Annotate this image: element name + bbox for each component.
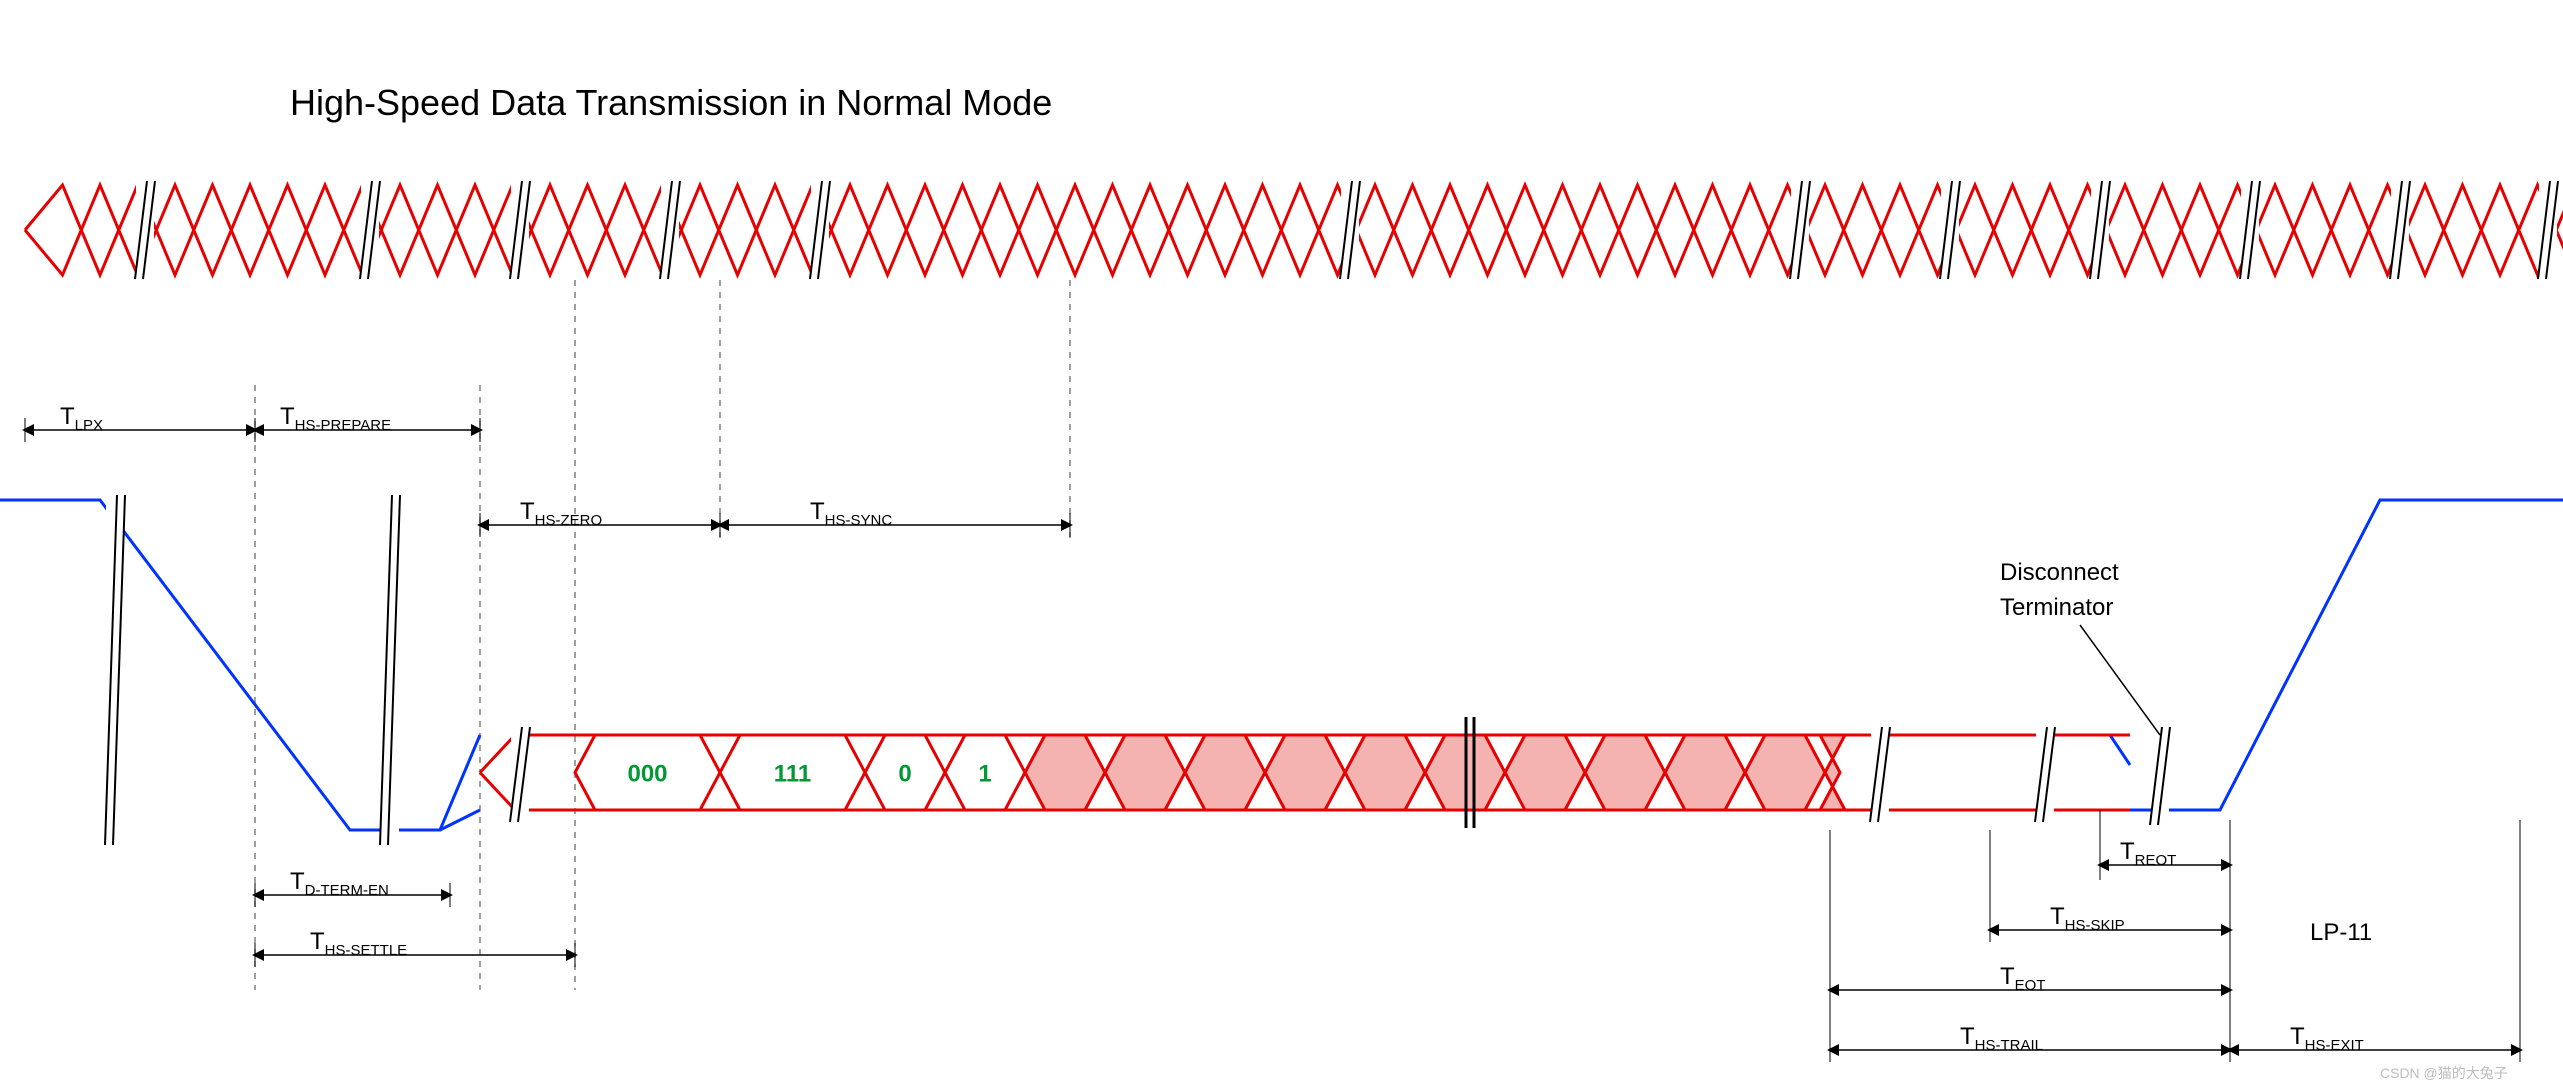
dim-thsexit: THS-EXIT (2230, 1023, 2520, 1062)
axis-break-icon (2090, 181, 2110, 279)
axis-break-icon (2538, 181, 2558, 279)
label-lp11: LP-11 (2310, 919, 2372, 946)
axis-break-icon (1870, 727, 1890, 822)
axis-break-icon (360, 181, 380, 279)
axis-break-icon (510, 727, 530, 822)
axis-break-icon (105, 495, 125, 845)
label-thstrail: THS-TRAIL (1960, 1023, 2043, 1054)
label-thszero: THS-ZERO (520, 498, 602, 529)
dim-thsskip: THS-SKIP (1990, 903, 2230, 942)
disconnect-pointer (2080, 625, 2160, 735)
axis-break-icon (1340, 181, 1360, 279)
diagram-title: High-Speed Data Transmission in Normal M… (290, 82, 1052, 123)
dim-thsprepare: THS-PREPARE (255, 403, 480, 442)
axis-break-icon (1940, 181, 1960, 279)
label-thssync: THS-SYNC (810, 498, 892, 529)
label-disc2: Terminator (2000, 594, 2113, 621)
label-teot: TEOT (2000, 963, 2046, 994)
dim-teot: TEOT (1830, 963, 2230, 1002)
axis-break-icon (380, 495, 400, 845)
axis-break-icon (660, 181, 680, 279)
label-thsprepare: THS-PREPARE (280, 403, 391, 434)
label-disc1: Disconnect (2000, 559, 2119, 586)
axis-break-icon (810, 181, 830, 279)
axis-break-icon (2240, 181, 2260, 279)
bit-value: 0 (898, 761, 911, 788)
clock-lane (25, 181, 2563, 279)
label-thssettle: THS-SETTLE (310, 928, 407, 959)
dim-thssettle: THS-SETTLE (255, 928, 575, 967)
dim-thssync: THS-SYNC (720, 498, 1070, 537)
watermark: CSDN @猫的大兔子 (2380, 1065, 2508, 1081)
label-thsskip: THS-SKIP (2050, 903, 2125, 934)
label-treot: TREOT (2120, 838, 2176, 869)
axis-break-icon (510, 181, 530, 279)
axis-break-icon (2390, 181, 2410, 279)
axis-break-icon (1790, 181, 1810, 279)
dim-treot: TREOT (2100, 838, 2230, 877)
axis-break-icon (2150, 727, 2170, 825)
bit-value: 1 (978, 761, 991, 788)
label-tlpx: TLPX (60, 403, 103, 434)
dim-tdtermen: TD-TERM-EN (255, 868, 450, 907)
axis-break-icon (135, 181, 155, 279)
label-tdtermen: TD-TERM-EN (290, 868, 389, 899)
dim-thstrail: THS-TRAIL (1830, 1023, 2230, 1062)
hs-signal-lane: 000 111 0 1 (480, 717, 2130, 828)
label-thsexit: THS-EXIT (2290, 1023, 2364, 1054)
dim-thszero: THS-ZERO (480, 498, 720, 537)
bit-value: 111 (774, 761, 811, 788)
bit-value: 000 (627, 761, 667, 788)
axis-break-icon (2035, 727, 2055, 822)
dim-tlpx: TLPX (25, 403, 255, 442)
